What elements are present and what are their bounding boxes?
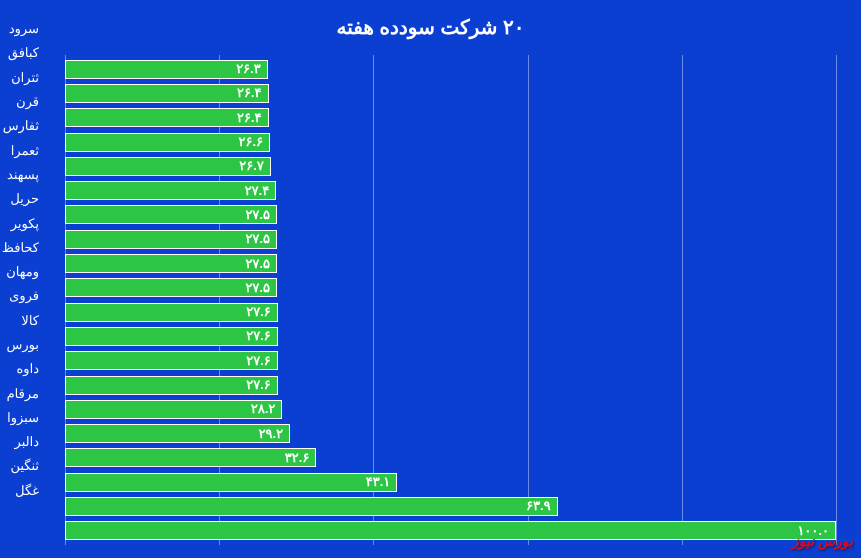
y-axis-label: ثعمرا (0, 141, 42, 161)
y-axis-label: غگل (0, 481, 42, 501)
bar: ۴۳.۱ (65, 473, 397, 492)
watermark-text: بورس نیوز (792, 533, 853, 550)
bar-value-label: ۲۶.۳ (236, 61, 261, 77)
bar-value-label: ۳۲.۶ (285, 450, 310, 466)
bar-value-label: ۲۶.۴ (237, 110, 262, 126)
y-axis-label: کبافق (0, 43, 42, 63)
bar-value-label: ۲۷.۶ (246, 353, 271, 369)
bar-row: ۲۶.۳ (65, 59, 836, 79)
y-axis-label: پسهند (0, 165, 42, 185)
bar: ۲۶.۴ (65, 108, 269, 127)
bar-row: ۶۳.۹ (65, 496, 836, 516)
bar-row: ۲۷.۵ (65, 254, 836, 274)
bar-value-label: ۲۷.۵ (245, 207, 270, 223)
chart-title: ۲۰ شرکت سودده هفته (20, 15, 841, 40)
y-axis-label: فروی (0, 286, 42, 306)
bar: ۲۷.۶ (65, 351, 278, 370)
bar-value-label: ۲۹.۲ (259, 426, 284, 442)
bar-value-label: ۲۶.۶ (239, 134, 264, 150)
y-axis-label: سرود (0, 19, 42, 39)
bar: ۲۷.۵ (65, 205, 277, 224)
bar-row: ۲۷.۶ (65, 375, 836, 395)
y-axis-label: ومهان (0, 262, 42, 282)
bar: ۲۷.۵ (65, 254, 277, 273)
y-axis-label: مرقام (0, 384, 42, 404)
chart-container: ۲۰ شرکت سودده هفته سرود کبافق ثتران قرن ثفار… (0, 0, 861, 558)
bar-row: ۲۷.۵ (65, 205, 836, 225)
bar: ۲۷.۵ (65, 230, 277, 249)
y-axis-label: پکویر (0, 214, 42, 234)
y-axis-label: سبزوا (0, 408, 42, 428)
bar: ۲۶.۶ (65, 133, 270, 152)
bar-row: ۲۶.۶ (65, 132, 836, 152)
bar: ۶۳.۹ (65, 497, 558, 516)
bar-row: ۲۷.۶ (65, 302, 836, 322)
bar-value-label: ۲۷.۵ (245, 256, 270, 272)
bar-value-label: ۲۶.۴ (237, 85, 262, 101)
bar-value-label: ۲۸.۲ (251, 401, 276, 417)
bar-value-label: ۲۷.۵ (245, 280, 270, 296)
bar-row: ۲۶.۴ (65, 83, 836, 103)
bar: ۲۷.۶ (65, 303, 278, 322)
bar-row: ۲۷.۵ (65, 229, 836, 249)
bar-value-label: ۲۷.۵ (245, 231, 270, 247)
bar-row: ۲۸.۲ (65, 399, 836, 419)
bar: ۲۷.۶ (65, 327, 278, 346)
bar-value-label: ۶۳.۹ (526, 498, 551, 514)
gridline (836, 55, 837, 545)
bar: ۲۷.۶ (65, 376, 278, 395)
y-axis-label: کحافظ (0, 238, 42, 258)
y-axis-label: دالبر (0, 432, 42, 452)
bar: ۲۶.۴ (65, 84, 269, 103)
bar-row: ۲۷.۶ (65, 326, 836, 346)
bar: ۳۲.۶ (65, 448, 316, 467)
bars-group: ۲۶.۳ ۲۶.۴ ۲۶.۴ ۲۶.۶ ۲۶.۷ ۲۷.۴ ۲۷.۵ ۲۷.۵ ۲۷.۵ ۲۷.۵… (65, 57, 836, 543)
bar: ۲۷.۵ (65, 278, 277, 297)
bar: ۲۶.۳ (65, 60, 268, 79)
y-axis-label: حریل (0, 189, 42, 209)
bar-value-label: ۴۳.۱ (366, 474, 391, 490)
y-axis-label: ثتران (0, 68, 42, 88)
bar-value-label: ۲۷.۶ (246, 328, 271, 344)
bar: ۲۸.۲ (65, 400, 282, 419)
bar: ۲۶.۷ (65, 157, 271, 176)
bar: ۲۹.۲ (65, 424, 290, 443)
bar: ۲۷.۴ (65, 181, 276, 200)
y-axis-label: بورس (0, 335, 42, 355)
bar-value-label: ۲۶.۷ (239, 158, 264, 174)
bar-row: ۲۶.۴ (65, 108, 836, 128)
bar-row: ۲۷.۴ (65, 181, 836, 201)
y-axis-labels: سرود کبافق ثتران قرن ثفارس ثعمرا پسهند حریل پکوی… (0, 15, 42, 505)
plot-area: ۲۶.۳ ۲۶.۴ ۲۶.۴ ۲۶.۶ ۲۶.۷ ۲۷.۴ ۲۷.۵ ۲۷.۵ ۲۷.۵ ۲۷.۵… (65, 55, 836, 545)
bar-row: ۲۷.۶ (65, 351, 836, 371)
bar-row: ۴۳.۱ (65, 472, 836, 492)
bar-row: ۲۹.۲ (65, 424, 836, 444)
bar-value-label: ۲۷.۴ (245, 183, 270, 199)
y-axis-label: قرن (0, 92, 42, 112)
bar-row: ۱۰۰.۰ (65, 521, 836, 541)
bar-row: ۲۷.۵ (65, 278, 836, 298)
bar-row: ۲۶.۷ (65, 156, 836, 176)
y-axis-label: داوه (0, 359, 42, 379)
bar-row: ۳۲.۶ (65, 448, 836, 468)
y-axis-label: ثفارس (0, 116, 42, 136)
y-axis-label: ثنگین (0, 456, 42, 476)
bar: ۱۰۰.۰ (65, 521, 836, 540)
bar-value-label: ۲۷.۶ (246, 377, 271, 393)
y-axis-label: کالا (0, 311, 42, 331)
bar-value-label: ۲۷.۶ (246, 304, 271, 320)
